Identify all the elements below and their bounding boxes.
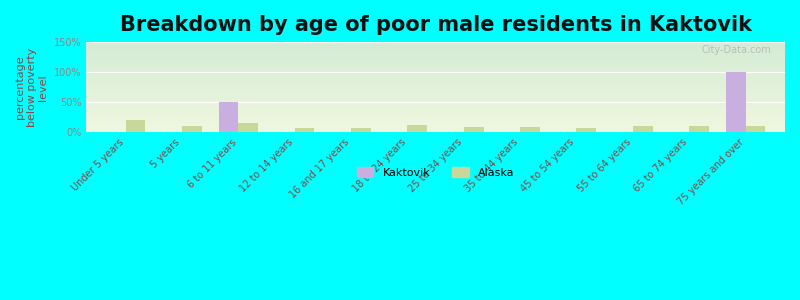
Bar bbox=[577, 128, 596, 132]
Bar bbox=[182, 126, 202, 132]
Bar bbox=[218, 102, 238, 132]
Text: City-Data.com: City-Data.com bbox=[702, 45, 771, 55]
Bar bbox=[126, 120, 146, 132]
Bar bbox=[351, 128, 371, 132]
Y-axis label: percentage
below poverty
level: percentage below poverty level bbox=[15, 48, 48, 127]
Bar bbox=[407, 124, 427, 132]
Legend: Kaktovik, Alaska: Kaktovik, Alaska bbox=[352, 163, 519, 183]
Bar bbox=[294, 128, 314, 132]
Bar bbox=[464, 127, 483, 132]
Bar bbox=[238, 123, 258, 132]
Bar bbox=[726, 72, 746, 132]
Bar bbox=[520, 127, 540, 132]
Bar bbox=[690, 126, 709, 132]
Bar bbox=[746, 126, 766, 132]
Bar bbox=[633, 126, 653, 132]
Title: Breakdown by age of poor male residents in Kaktovik: Breakdown by age of poor male residents … bbox=[120, 15, 752, 35]
